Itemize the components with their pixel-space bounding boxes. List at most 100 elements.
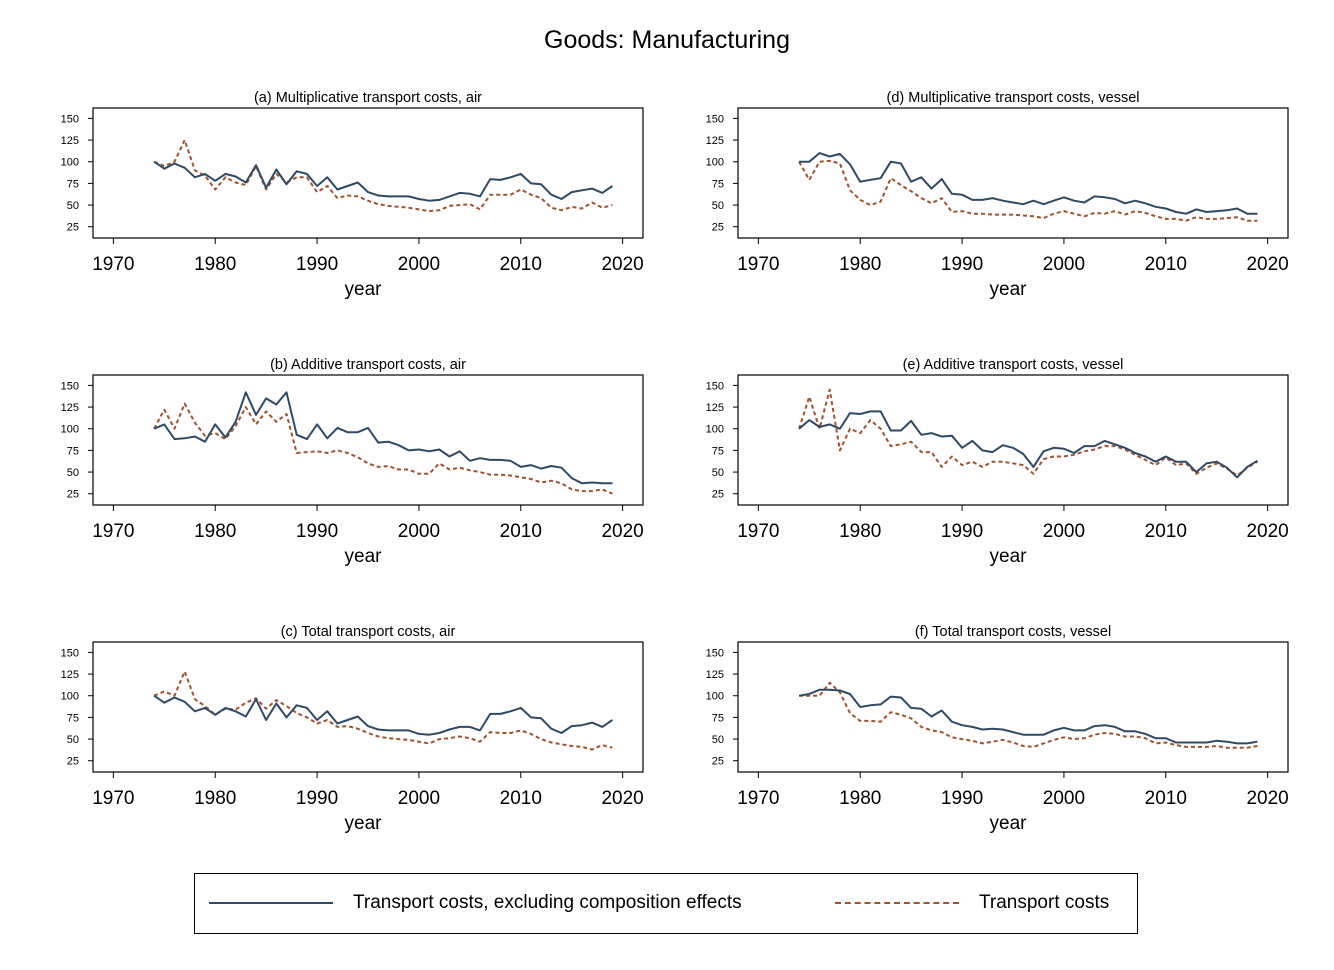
x-tick-label: 2020 [1246,254,1288,275]
y-tick-label: 50 [712,734,724,746]
legend-label-composition: Transport costs, excluding composition e… [353,892,742,913]
x-tick-label: 2010 [500,254,542,275]
y-tick-label: 150 [706,113,724,125]
x-tick-label: 2000 [398,521,440,542]
x-tick-label: 2010 [1145,254,1187,275]
x-tick-label: 2010 [1145,521,1187,542]
x-tick-label: 1970 [737,521,779,542]
y-tick-label: 25 [712,222,724,234]
y-tick-label: 50 [67,200,79,212]
series-line-composition [799,152,1258,215]
plot-frame [92,641,644,773]
y-tick-label: 50 [712,200,724,212]
y-tick-label: 25 [67,489,79,501]
y-tick-label: 50 [67,734,79,746]
panel-title: (c) Total transport costs, air [281,624,456,640]
series-line-transport [798,388,1258,477]
x-tick-label: 2010 [500,521,542,542]
series-line-transport [799,681,1258,749]
y-tick-label: 125 [706,135,724,147]
legend-swatch-dashed [835,902,959,904]
x-axis-label: year [990,813,1028,834]
plot-frame [737,107,1289,239]
y-tick-label: 75 [67,445,79,457]
x-tick-label: 1980 [194,254,236,275]
y-tick-label: 100 [61,157,79,169]
x-tick-label: 2000 [1043,254,1085,275]
chart-panel-1: (b) Additive transport costs, air 25 50 75 1… [61,357,644,567]
legend-item-composition: Transport costs, excluding composition e… [209,874,742,932]
series-line-transport [153,402,613,495]
y-tick-label: 75 [67,178,79,190]
x-tick-label: 1980 [839,788,881,809]
x-tick-label: 1970 [92,254,134,275]
y-tick-label: 150 [706,647,724,659]
x-tick-label: 2000 [398,788,440,809]
panel-title: (a) Multiplicative transport costs, air [254,90,482,106]
x-tick-label: 2020 [1246,788,1288,809]
y-tick-label: 125 [61,402,79,414]
y-tick-label: 100 [61,424,79,436]
x-tick-label: 1970 [737,254,779,275]
plot-frame [92,374,644,506]
y-tick-label: 150 [61,380,79,392]
series-line-transport [798,159,1258,222]
x-tick-label: 1990 [296,788,338,809]
x-tick-label: 1970 [92,788,134,809]
x-tick-label: 1980 [194,521,236,542]
x-tick-label: 2020 [601,788,643,809]
x-tick-label: 2000 [1043,788,1085,809]
x-axis-label: year [990,546,1028,567]
x-tick-label: 2010 [500,788,542,809]
plot-frame [737,374,1289,506]
y-tick-label: 150 [706,380,724,392]
x-tick-label: 2020 [601,521,643,542]
series-line-transport [153,139,613,213]
x-tick-label: 1980 [839,521,881,542]
panel-title: (b) Additive transport costs, air [270,357,466,373]
series-line-composition [798,410,1258,479]
x-axis-label: year [345,813,383,834]
series-line-composition [153,160,613,202]
x-tick-label: 1990 [941,788,983,809]
y-tick-label: 25 [67,756,79,768]
chart-panel-2: (c) Total transport costs, air 25 50 75 100 1… [61,624,644,834]
x-tick-label: 1970 [737,788,779,809]
legend-label-transport: Transport costs [979,892,1110,913]
panel-title: (f) Total transport costs, vessel [915,624,1111,640]
figure-title: Goods: Manufacturing [544,26,790,54]
x-tick-label: 1990 [941,521,983,542]
panel-title: (d) Multiplicative transport costs, vess… [886,90,1139,106]
y-tick-label: 125 [706,669,724,681]
y-tick-label: 75 [712,445,724,457]
charts-canvas: (a) Multiplicative transport costs, air 2… [61,90,1289,834]
chart-panel-5: (f) Total transport costs, vessel 25 50 75 1… [706,624,1289,834]
y-tick-label: 75 [712,178,724,190]
y-tick-label: 125 [61,135,79,147]
x-axis-label: year [345,279,383,300]
series-line-composition [153,391,613,485]
x-axis-label: year [345,546,383,567]
x-tick-label: 2020 [601,254,643,275]
x-tick-label: 2000 [398,254,440,275]
legend-item-transport: Transport costs [835,874,1109,932]
chart-panel-3: (d) Multiplicative transport costs, vess… [706,90,1289,300]
y-tick-label: 150 [61,113,79,125]
y-tick-label: 75 [67,712,79,724]
plot-frame [737,641,1289,773]
x-tick-label: 1980 [194,788,236,809]
chart-panel-4: (e) Additive transport costs, vessel 25 50… [706,357,1289,567]
x-axis-label: year [990,279,1028,300]
series-line-composition [798,688,1258,745]
panel-title: (e) Additive transport costs, vessel [903,357,1124,373]
y-tick-label: 50 [67,467,79,479]
y-tick-label: 100 [706,157,724,169]
y-tick-label: 100 [61,691,79,703]
y-tick-label: 100 [706,424,724,436]
series-line-composition [153,694,613,736]
y-tick-label: 25 [712,489,724,501]
x-tick-label: 1990 [296,521,338,542]
y-tick-label: 75 [712,712,724,724]
plot-frame [92,107,644,239]
